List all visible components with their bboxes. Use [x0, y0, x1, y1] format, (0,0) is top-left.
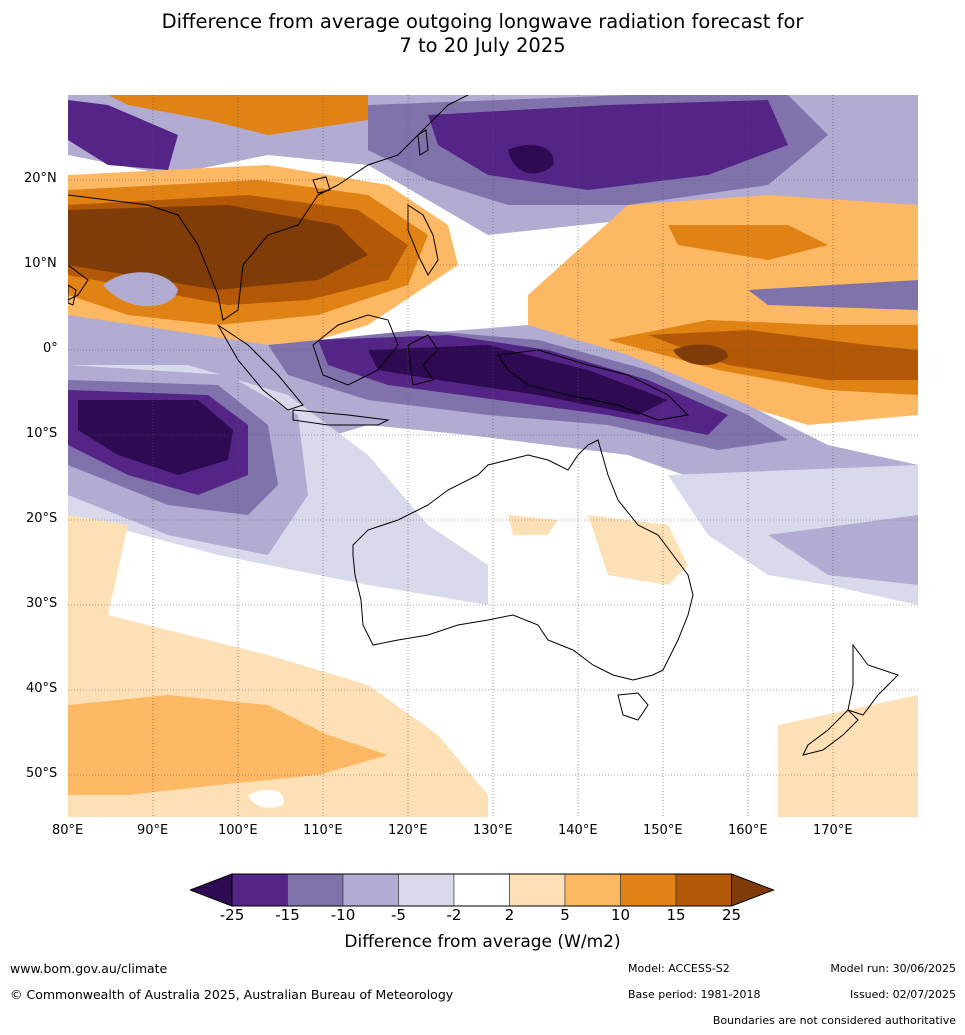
colorbar-outline: [231, 873, 732, 907]
colorbar-cell: [564, 873, 621, 907]
lon-label-170e: 170°E: [813, 823, 853, 838]
bay-of-bengal-lavender: [103, 272, 178, 307]
colorbar-tick-label: -2: [446, 906, 462, 924]
new-guinea-coastline: [497, 349, 690, 421]
lat-label-20s: 20°S: [26, 511, 58, 526]
nw-purple-blob: [68, 100, 178, 170]
colorbar-cell: [620, 873, 677, 907]
colorbar: [190, 873, 775, 907]
olr-anomaly-map: [68, 95, 918, 817]
sumatra-coastline: [217, 324, 304, 411]
title-line-1: Difference from average outgoing longwav…: [161, 10, 804, 33]
anomaly-shading: [68, 95, 918, 817]
colorbar-tick-label: -25: [219, 906, 245, 924]
colorbar-cell: [398, 873, 455, 907]
colorbar-cell: [342, 873, 399, 907]
colorbar-tick-label: 15: [666, 906, 686, 924]
footer-disclaimer: Boundaries are not considered authoritat…: [712, 1014, 956, 1027]
lat-label-40s: 40°S: [26, 681, 58, 696]
colorbar-tick-label: 5: [560, 906, 570, 924]
colorbar-tick-label: -5: [391, 906, 406, 924]
colorbar-title: Difference from average (W/m2): [344, 932, 621, 952]
sw-pacific-light-orange: [778, 695, 918, 817]
pacific-purple-streak: [748, 280, 918, 310]
title-line-2: 7 to 20 July 2025: [399, 34, 566, 57]
colorbar-tick-label: -15: [275, 906, 300, 924]
colorbar-cell: [675, 873, 732, 907]
nw-orange-strip: [108, 95, 368, 135]
taiwan-coastline: [417, 129, 429, 156]
lon-label-120e: 120°E: [388, 823, 428, 838]
south-white-patch: [248, 789, 284, 808]
hainan-coastline: [312, 176, 331, 194]
sri-lanka-coastline: [68, 284, 77, 306]
lat-label-20n: 20°N: [24, 171, 57, 186]
lon-label-150e: 150°E: [643, 823, 683, 838]
footer-copyright: © Commonwealth of Australia 2025, Austra…: [10, 987, 454, 1002]
lon-label-130e: 130°E: [473, 823, 513, 838]
colorbar-cells: [190, 873, 775, 907]
colorbar-cell: [231, 873, 288, 907]
lon-label-90e: 90°E: [137, 823, 169, 838]
lat-label-30s: 30°S: [26, 596, 58, 611]
lon-label-100e: 100°E: [218, 823, 258, 838]
lat-label-10s: 10°S: [26, 426, 58, 441]
colorbar-cell: [287, 873, 344, 907]
lat-label-0: 0°: [43, 341, 58, 356]
mainland-asia-coastline: [68, 95, 469, 321]
lat-label-50s: 50°S: [26, 766, 58, 781]
lon-label-80e: 80°E: [52, 823, 84, 838]
new-zealand-north: [847, 643, 899, 716]
footer-url[interactable]: www.bom.gov.au/climate: [10, 961, 168, 976]
borneo-coastline: [312, 314, 399, 386]
java-coastline: [292, 409, 390, 426]
lon-label-110e: 110°E: [303, 823, 343, 838]
footer-model: Model: ACCESS-S2: [628, 962, 730, 975]
north-darkest-spot: [508, 145, 554, 174]
colorbar-cell: [453, 873, 510, 907]
west-io-darkest: [78, 400, 233, 475]
coastlines: [68, 95, 899, 756]
new-zealand-south: [802, 709, 859, 756]
australia-coastline: [352, 439, 694, 681]
colorbar-extend-low: [190, 873, 233, 907]
sulawesi-coastline: [407, 334, 439, 386]
footer-model-run: Model run: 30/06/2025: [830, 962, 956, 975]
philippines-coastline: [407, 204, 439, 276]
lat-label-10n: 10°N: [24, 256, 57, 271]
map-svg: [68, 95, 918, 817]
pacific-brown: [648, 330, 918, 380]
footer-base-period: Base period: 1981-2018: [628, 988, 761, 1001]
colorbar-tick-label: 2: [504, 906, 515, 924]
south-west-orange: [68, 695, 388, 795]
colorbar-extend-high: [731, 873, 775, 907]
footer-issued: Issued: 02/07/2025: [849, 988, 956, 1001]
lon-label-140e: 140°E: [558, 823, 598, 838]
east-aus-light-orange: [588, 515, 688, 585]
colorbar-cell: [509, 873, 566, 907]
chart-title: Difference from average outgoing longwav…: [0, 10, 965, 58]
sw-light-orange-west: [68, 515, 128, 615]
lon-label-160e: 160°E: [728, 823, 768, 838]
graticule: [68, 95, 918, 817]
colorbar-tick-label: 10: [610, 906, 631, 924]
india-coastline: [68, 264, 89, 301]
maritime-darkest: [368, 345, 668, 415]
central-light-orange: [508, 515, 558, 535]
colorbar-tick-label: 25: [721, 906, 742, 924]
se-lilac-strip: [768, 515, 918, 585]
tasmania-coastline: [617, 692, 649, 721]
colorbar-tick-label: -10: [330, 906, 356, 924]
